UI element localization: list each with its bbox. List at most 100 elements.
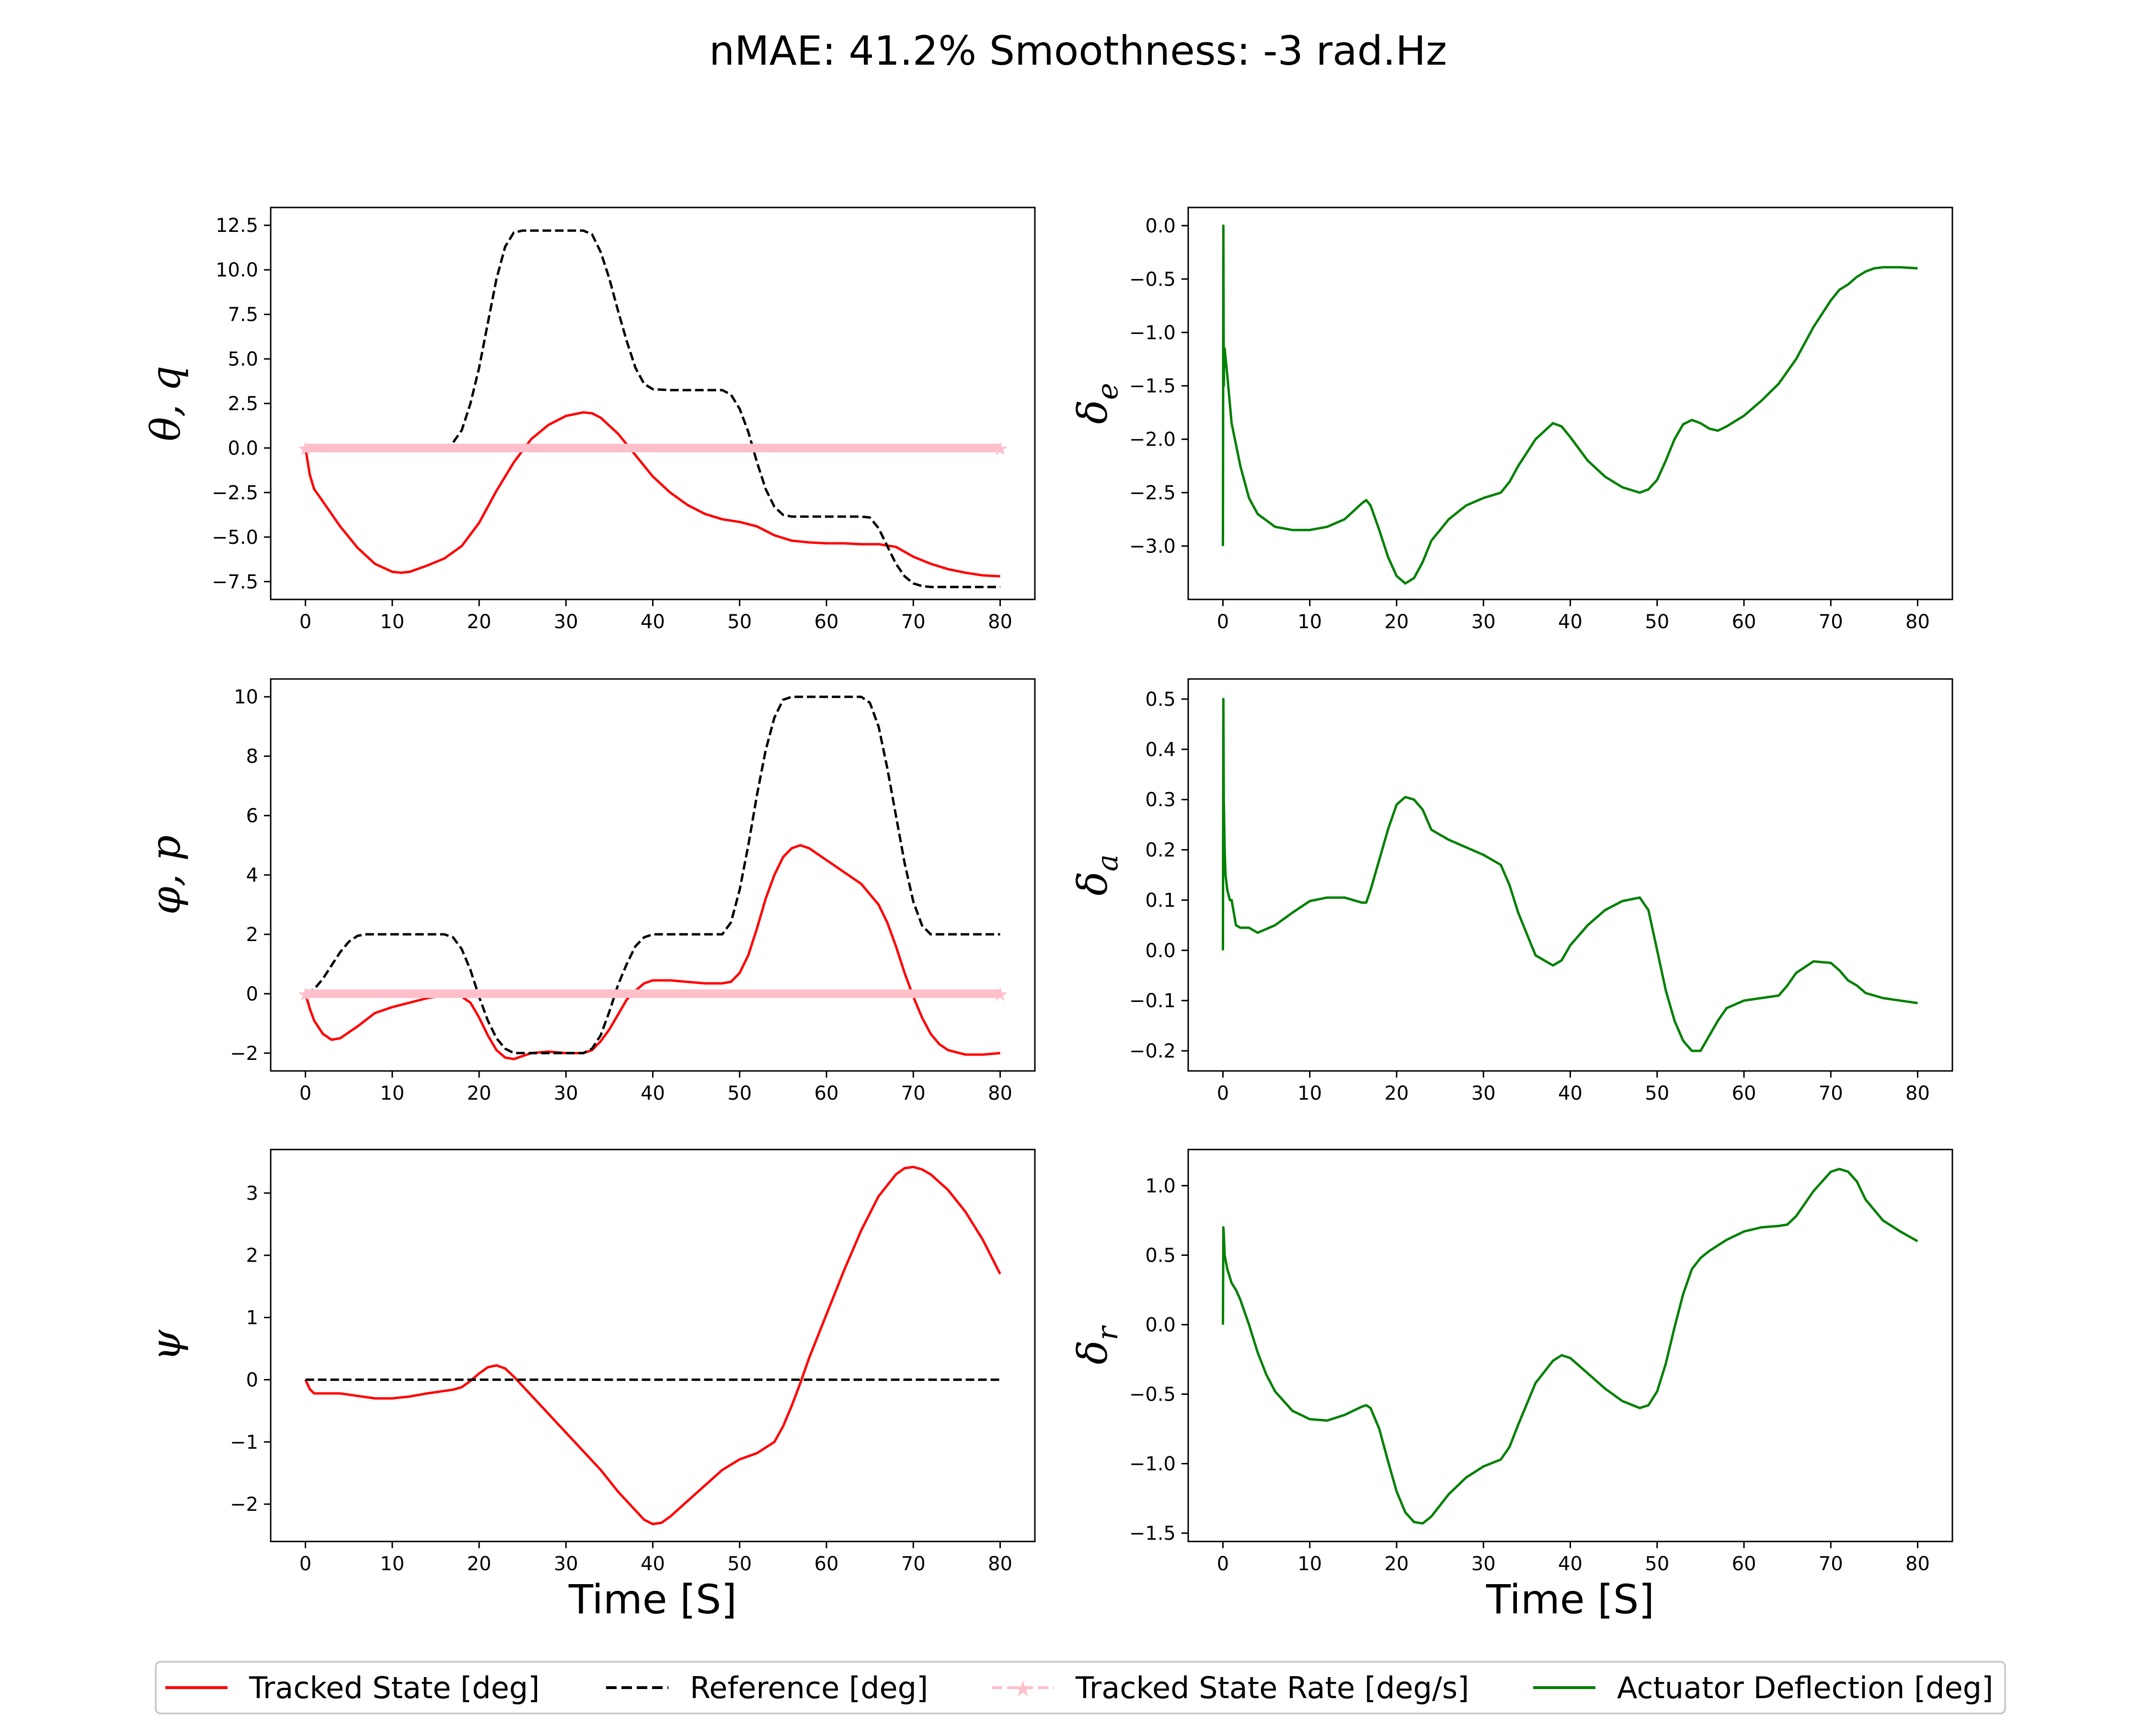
x-tick-label: 40 <box>641 611 665 633</box>
axes-frame <box>270 1149 1036 1542</box>
y-tick-label: 0.4 <box>1145 739 1176 761</box>
y-tick-label: 2 <box>246 1245 258 1267</box>
x-tick-label: 70 <box>1819 1082 1843 1104</box>
y-tick-label: −1.0 <box>1129 322 1176 344</box>
panel-delta-r: 0 10 20 30 40 50 60 70 80 1.0 0.5 0.0 −0.5 −1.0 −1.5 δr… <box>1069 1149 1953 1623</box>
panel-theta-q: ★ ★ 0 10 20 30 40 50 60 70 80 12.5 10.0 7.5 5.0 2.5 0.0 −… <box>142 207 1036 633</box>
y-tick-label: 0.0 <box>1145 215 1176 237</box>
x-tick-label: 20 <box>467 611 492 633</box>
x-tick-label: 60 <box>1732 1553 1756 1575</box>
series-tracked-state-deg <box>304 844 1000 1060</box>
series-reference-deg <box>305 695 1000 1055</box>
x-tick-label: 20 <box>1385 1553 1409 1575</box>
x-tick-label: 40 <box>641 1082 665 1104</box>
series-marker-star: ★ <box>992 984 1009 1006</box>
y-tick-label: 2.5 <box>228 393 258 415</box>
series-reference-deg <box>305 229 1000 588</box>
y-axis-label: φ, p <box>142 835 189 915</box>
x-axis-label: Time [S] <box>568 1576 737 1623</box>
legend-frame <box>155 1661 2006 1714</box>
x-tick-label: 0 <box>1217 1553 1229 1575</box>
series-actuator-deflection-deg <box>1222 224 1918 585</box>
x-tick-label: 0 <box>1217 611 1229 633</box>
legend-star-marker: ★ <box>1013 1676 1032 1702</box>
y-axis-label: δr <box>1069 1325 1124 1365</box>
x-tick-label: 30 <box>554 1553 578 1575</box>
y-tick-label: −5.0 <box>212 527 258 549</box>
x-tick-label: 10 <box>1297 1082 1322 1104</box>
y-tick-label: 1 <box>246 1307 258 1329</box>
x-tick-label: 20 <box>1385 611 1409 633</box>
series-marker-star: ★ <box>992 438 1009 460</box>
series-tracked-state-deg <box>304 1165 1001 1526</box>
series-actuator-deflection-deg <box>1222 1168 1918 1525</box>
y-tick-label: −0.5 <box>1129 1384 1176 1406</box>
panel-delta-a: 0 10 20 30 40 50 60 70 80 0.5 0.4 0.3 0.2 0.1 0.0 −0.1 −… <box>1069 678 1953 1104</box>
x-tick-label: 80 <box>1905 1553 1930 1575</box>
x-tick-label: 80 <box>988 1082 1012 1104</box>
x-tick-label: 60 <box>814 1082 839 1104</box>
y-axis-label: δa <box>1069 854 1124 896</box>
x-tick-label: 40 <box>1558 1082 1583 1104</box>
x-tick-label: 60 <box>1732 611 1756 633</box>
x-tick-label: 50 <box>1645 1553 1669 1575</box>
y-tick-label: −1.5 <box>1129 1523 1176 1545</box>
series-marker-star: ★ <box>297 438 314 460</box>
x-tick-label: 40 <box>1558 611 1583 633</box>
y-tick-label: −1 <box>230 1431 258 1453</box>
x-tick-label: 80 <box>988 1553 1012 1575</box>
x-tick-label: 70 <box>901 1553 926 1575</box>
x-tick-label: 10 <box>380 1082 404 1104</box>
y-axis-label: δe <box>1069 383 1124 424</box>
x-tick-label: 80 <box>1905 611 1930 633</box>
y-tick-label: 0 <box>246 1369 258 1391</box>
x-tick-label: 60 <box>814 611 839 633</box>
y-tick-label: 12.5 <box>216 215 258 237</box>
x-tick-label: 10 <box>1297 611 1322 633</box>
y-tick-label: −2.0 <box>1129 429 1176 451</box>
y-tick-label: −1.0 <box>1129 1453 1176 1475</box>
legend-label-actuator-deflection: Actuator Deflection [deg] <box>1617 1670 1993 1705</box>
y-tick-label: −0.1 <box>1129 990 1176 1012</box>
y-tick-label: −2.5 <box>212 482 258 504</box>
x-tick-label: 30 <box>1471 611 1496 633</box>
x-tick-label: 10 <box>380 611 404 633</box>
y-tick-label: 2 <box>246 924 258 946</box>
y-tick-label: 0.0 <box>1145 1314 1176 1336</box>
x-tick-label: 10 <box>380 1553 404 1575</box>
y-tick-label: 0 <box>246 983 258 1005</box>
y-tick-label: −0.5 <box>1129 268 1176 290</box>
y-tick-label: −2.5 <box>1129 482 1176 504</box>
y-tick-label: 10.0 <box>216 259 258 281</box>
x-tick-label: 0 <box>299 1553 311 1575</box>
series-actuator-deflection-deg <box>1222 698 1918 1052</box>
x-tick-label: 0 <box>299 611 311 633</box>
y-tick-label: −1.5 <box>1129 375 1176 397</box>
x-tick-label: 60 <box>814 1553 839 1575</box>
x-tick-label: 30 <box>1471 1553 1496 1575</box>
y-tick-label: 10 <box>234 686 258 708</box>
axes-frame <box>1187 1149 1953 1542</box>
y-tick-label: 5.0 <box>228 348 258 370</box>
y-tick-label: 3 <box>246 1183 258 1205</box>
x-tick-label: 70 <box>901 1082 926 1104</box>
x-tick-label: 50 <box>727 1082 752 1104</box>
y-tick-label: 7.5 <box>228 304 258 326</box>
x-tick-label: 40 <box>641 1553 665 1575</box>
series-marker-star: ★ <box>297 984 314 1006</box>
y-tick-label: 0.5 <box>1145 689 1176 711</box>
y-tick-label: 1.0 <box>1145 1175 1176 1197</box>
y-tick-label: −2 <box>230 1494 258 1516</box>
series-tracked-state-deg <box>304 411 1000 578</box>
y-axis-label: θ, q <box>142 366 189 441</box>
x-tick-label: 70 <box>1819 1553 1843 1575</box>
x-tick-label: 0 <box>299 1082 311 1104</box>
x-tick-label: 20 <box>467 1553 492 1575</box>
x-tick-label: 20 <box>1385 1082 1409 1104</box>
x-tick-label: 30 <box>554 611 578 633</box>
x-tick-label: 30 <box>554 1082 578 1104</box>
x-axis-label: Time [S] <box>1486 1576 1654 1623</box>
panel-delta-e: 0 10 20 30 40 50 60 70 80 0.0 −0.5 −1.0 −1.5 −2.0 −2.5… <box>1069 207 1953 633</box>
